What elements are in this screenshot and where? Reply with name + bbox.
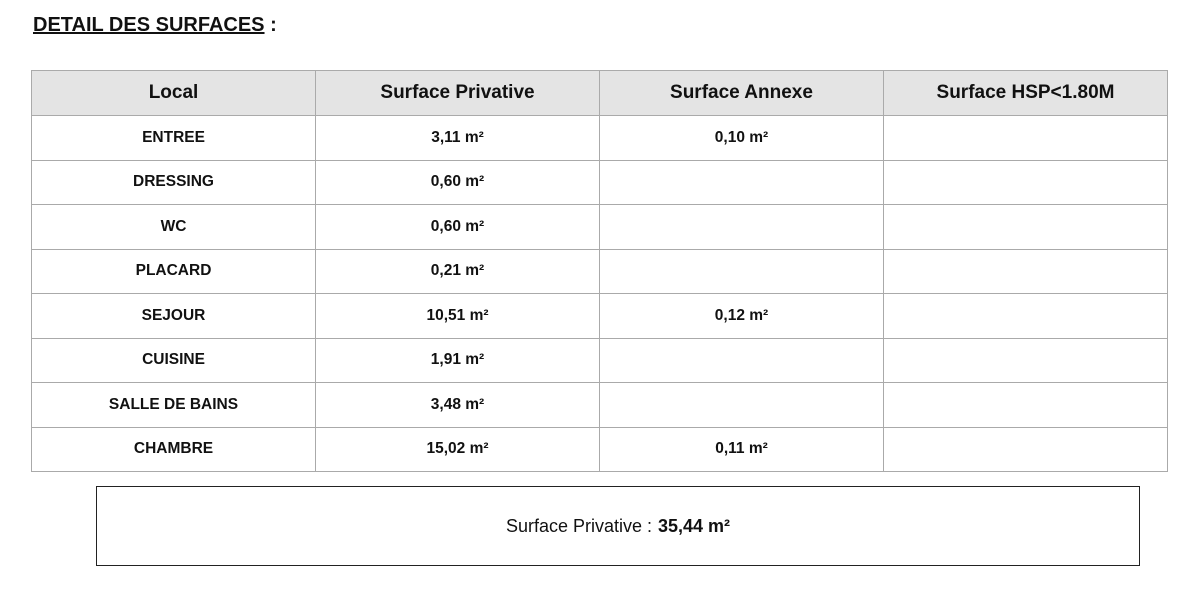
cell-surface-privative: 10,51 m² bbox=[315, 293, 600, 339]
cell-surface-privative: 0,60 m² bbox=[315, 159, 600, 205]
header-surface-hsp: Surface HSP<1.80M bbox=[883, 70, 1168, 116]
summary-label: Surface Privative : bbox=[505, 515, 652, 536]
table-row: CUISINE 1,91 m² bbox=[31, 337, 1168, 383]
cell-local: DRESSING bbox=[31, 159, 316, 205]
cell-surface-annexe bbox=[599, 337, 884, 383]
cell-surface-privative: 1,91 m² bbox=[315, 337, 600, 383]
summary-box: Surface Privative : 35,44 m² bbox=[96, 486, 1140, 566]
cell-surface-annexe: 0,10 m² bbox=[599, 115, 884, 161]
table-row: SALLE DE BAINS 3,48 m² bbox=[31, 382, 1168, 428]
table-row: ENTREE 3,11 m² 0,10 m² bbox=[31, 115, 1168, 161]
cell-local: SEJOUR bbox=[31, 293, 316, 339]
header-surface-privative: Surface Privative bbox=[315, 70, 600, 116]
cell-local: WC bbox=[31, 204, 316, 250]
section-title: DETAIL DES SURFACES : bbox=[33, 14, 277, 36]
cell-surface-annexe: 0,12 m² bbox=[599, 293, 884, 339]
cell-local: CHAMBRE bbox=[31, 426, 316, 472]
cell-surface-hsp bbox=[883, 204, 1168, 250]
table-row: CHAMBRE 15,02 m² 0,11 m² bbox=[31, 426, 1168, 472]
cell-surface-annexe bbox=[599, 248, 884, 294]
table-header-row: Local Surface Privative Surface Annexe S… bbox=[31, 70, 1168, 116]
cell-local: CUISINE bbox=[31, 337, 316, 383]
cell-surface-privative: 3,11 m² bbox=[315, 115, 600, 161]
cell-surface-privative: 3,48 m² bbox=[315, 382, 600, 428]
cell-surface-hsp bbox=[883, 248, 1168, 294]
cell-surface-hsp bbox=[883, 382, 1168, 428]
cell-surface-annexe bbox=[599, 382, 884, 428]
cell-local: ENTREE bbox=[31, 115, 316, 161]
header-local: Local bbox=[31, 70, 316, 116]
cell-surface-hsp bbox=[883, 159, 1168, 205]
cell-local: PLACARD bbox=[31, 248, 316, 294]
table-row: PLACARD 0,21 m² bbox=[31, 248, 1168, 294]
surfaces-table: Local Surface Privative Surface Annexe S… bbox=[31, 70, 1168, 472]
cell-surface-privative: 15,02 m² bbox=[315, 426, 600, 472]
cell-surface-annexe bbox=[599, 159, 884, 205]
cell-surface-privative: 0,60 m² bbox=[315, 204, 600, 250]
table-row: WC 0,60 m² bbox=[31, 204, 1168, 250]
table-row: SEJOUR 10,51 m² 0,12 m² bbox=[31, 293, 1168, 339]
cell-surface-hsp bbox=[883, 426, 1168, 472]
cell-surface-hsp bbox=[883, 337, 1168, 383]
cell-local: SALLE DE BAINS bbox=[31, 382, 316, 428]
header-surface-annexe: Surface Annexe bbox=[599, 70, 884, 116]
cell-surface-privative: 0,21 m² bbox=[315, 248, 600, 294]
table-row: DRESSING 0,60 m² bbox=[31, 159, 1168, 205]
cell-surface-annexe bbox=[599, 204, 884, 250]
cell-surface-hsp bbox=[883, 115, 1168, 161]
cell-surface-annexe: 0,11 m² bbox=[599, 426, 884, 472]
cell-surface-hsp bbox=[883, 293, 1168, 339]
summary-value: 35,44 m² bbox=[658, 515, 731, 536]
